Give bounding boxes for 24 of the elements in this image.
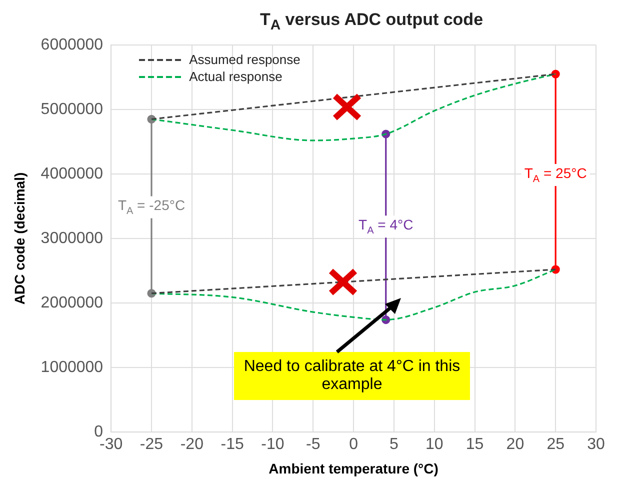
x-tick-label: -20 — [180, 436, 204, 454]
annotation: Need to calibrate at 4°C in this example — [234, 352, 470, 400]
x-axis-title: Ambient temperature (°C) — [268, 460, 438, 476]
x-tick-label: 15 — [466, 436, 484, 454]
x-tick-label: 0 — [349, 436, 358, 454]
x-tick-label: 10 — [425, 436, 444, 454]
y-tick-label: 4000000 — [40, 165, 104, 182]
x-tick-label: 30 — [587, 436, 605, 454]
x-tick-label: -25 — [140, 436, 164, 454]
y-tick-label: 2000000 — [40, 294, 104, 312]
y-tick-label: 1000000 — [40, 358, 104, 376]
x-tick-label: 5 — [390, 436, 398, 454]
y-tick-label: 5000000 — [40, 100, 104, 118]
legend-label: Assumed response — [189, 52, 300, 67]
x-tick-label: -5 — [306, 436, 320, 454]
y-tick-label: 3000000 — [40, 230, 104, 247]
x-tick-label: 20 — [506, 436, 524, 454]
legend-label: Actual response — [189, 69, 282, 84]
y-axis-title: ADC code (decimal) — [11, 172, 28, 305]
chart-title: T$_{A}$ versus ADC output code — [258, 10, 484, 34]
x-tick-label: 25 — [546, 436, 565, 454]
x-tick-label: -10 — [261, 436, 284, 454]
y-tick-label: 6000000 — [40, 36, 104, 54]
x-tick-label: -15 — [220, 436, 244, 454]
